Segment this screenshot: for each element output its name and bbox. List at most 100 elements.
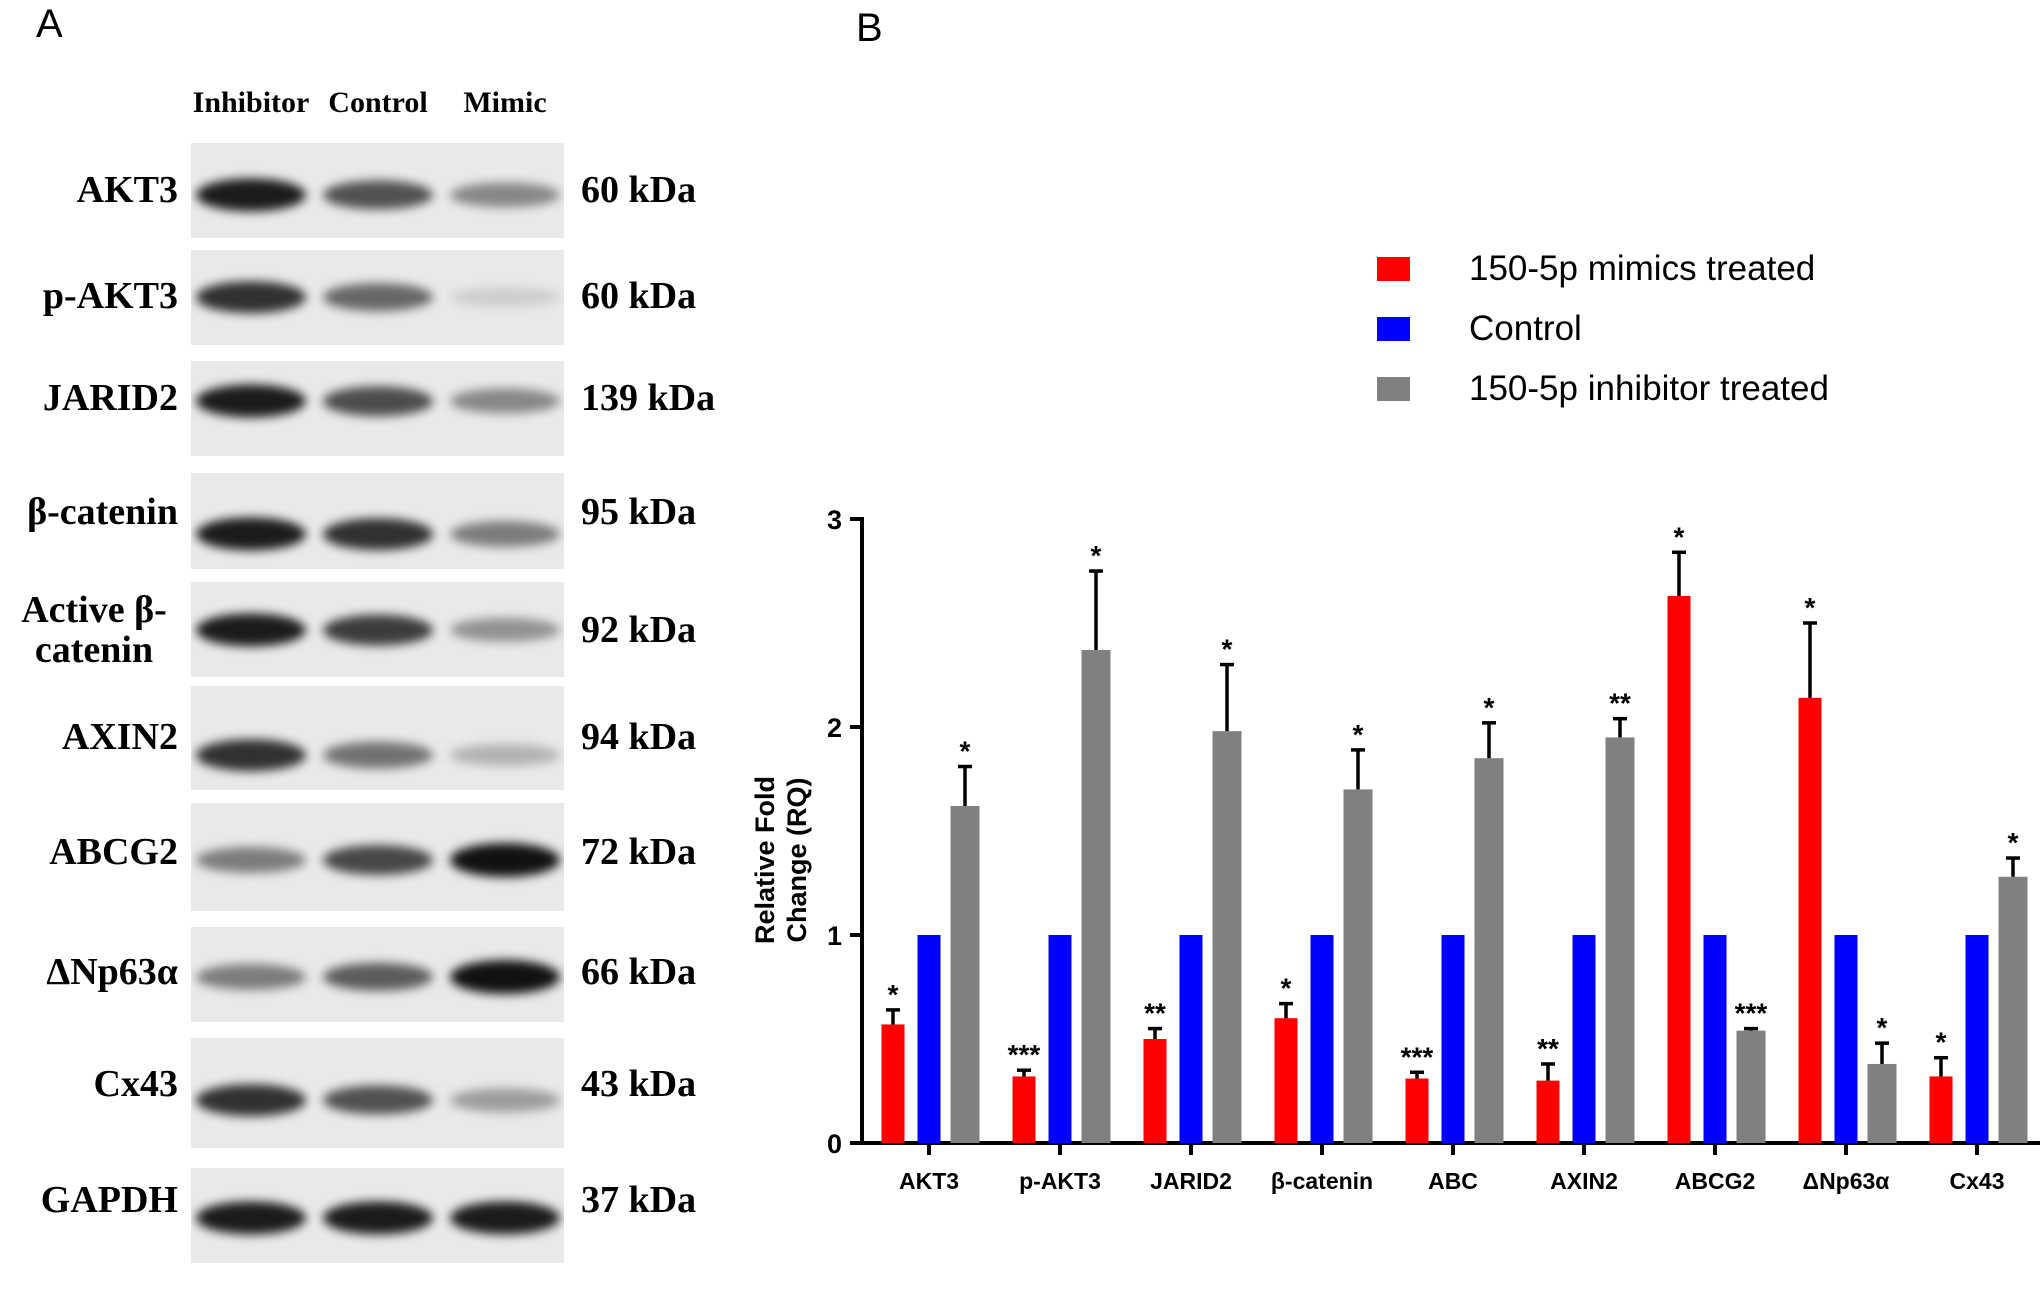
significance-marker: *** xyxy=(1401,1041,1434,1072)
bar xyxy=(1143,1039,1167,1143)
x-tick-label: β-catenin xyxy=(1271,1168,1373,1194)
legend-label: 150-5p mimics treated xyxy=(1469,249,1815,288)
bar xyxy=(1929,1076,1953,1143)
legend-swatch xyxy=(1377,257,1410,281)
molecular-weight-label: 72 kDa xyxy=(581,831,697,873)
protein-band xyxy=(196,384,306,418)
significance-marker: * xyxy=(1674,521,1685,552)
bar xyxy=(881,1024,905,1143)
protein-band xyxy=(323,283,433,311)
bar xyxy=(1212,731,1242,1143)
protein-band xyxy=(196,613,306,647)
protein-band xyxy=(323,180,433,210)
molecular-weight-label: 92 kDa xyxy=(581,609,697,651)
legend-label: Control xyxy=(1469,309,1582,348)
protein-label: Cx43 xyxy=(93,1063,178,1105)
protein-band xyxy=(196,739,306,771)
protein-band xyxy=(450,744,560,766)
y-tick-label: 3 xyxy=(827,505,842,535)
significance-marker: * xyxy=(1281,973,1292,1004)
protein-band xyxy=(196,178,306,212)
bar xyxy=(1667,595,1691,1143)
bar xyxy=(1998,876,2028,1143)
blot-strip xyxy=(191,582,564,677)
protein-band xyxy=(196,847,306,873)
molecular-weight-label: 37 kDa xyxy=(581,1179,697,1221)
x-tick-label: ABCG2 xyxy=(1675,1168,1756,1194)
significance-marker: ** xyxy=(1537,1033,1559,1064)
protein-band xyxy=(323,845,433,875)
protein-band xyxy=(450,843,560,877)
significance-marker: * xyxy=(960,736,971,767)
bar xyxy=(1572,935,1596,1143)
protein-band xyxy=(196,1201,306,1235)
molecular-weight-label: 66 kDa xyxy=(581,951,697,993)
bar xyxy=(1834,935,1858,1143)
significance-marker: * xyxy=(1091,540,1102,571)
blot-strip xyxy=(191,473,564,569)
legend-swatch xyxy=(1377,377,1410,401)
significance-marker: * xyxy=(1353,719,1364,750)
lane-header: Inhibitor xyxy=(192,86,310,119)
bar xyxy=(950,806,980,1143)
protein-band xyxy=(450,960,560,994)
bar xyxy=(1179,935,1203,1143)
y-tick-label: 0 xyxy=(827,1129,842,1159)
molecular-weight-label: 95 kDa xyxy=(581,491,697,533)
x-tick-label: p-AKT3 xyxy=(1019,1168,1101,1194)
x-tick-label: JARID2 xyxy=(1150,1168,1232,1194)
protein-label: β-catenin xyxy=(27,491,178,533)
molecular-weight-label: 94 kDa xyxy=(581,716,697,758)
molecular-weight-label: 60 kDa xyxy=(581,169,697,211)
x-tick-label: ΔNp63α xyxy=(1803,1168,1890,1194)
legend-swatch xyxy=(1377,317,1410,341)
bar xyxy=(1867,1063,1897,1143)
protein-label: AKT3 xyxy=(76,169,178,211)
protein-band xyxy=(450,182,560,208)
bar xyxy=(1536,1080,1560,1143)
significance-marker: * xyxy=(1222,634,1233,665)
x-tick-label: AXIN2 xyxy=(1550,1168,1618,1194)
protein-band xyxy=(196,517,306,551)
protein-label: p-AKT3 xyxy=(42,275,178,317)
panel-b-label: B xyxy=(856,6,883,50)
blot-strip xyxy=(191,1168,564,1263)
lane-header: Control xyxy=(328,86,428,119)
protein-band xyxy=(196,1084,306,1116)
bar xyxy=(1310,935,1334,1143)
significance-marker: * xyxy=(1877,1012,1888,1043)
bar xyxy=(1012,1076,1036,1143)
y-tick-label: 2 xyxy=(827,713,842,743)
protein-band xyxy=(323,518,433,550)
protein-label: GAPDH xyxy=(40,1179,178,1221)
blot-strip xyxy=(191,1038,564,1148)
protein-band xyxy=(323,386,433,416)
panel-a-label: A xyxy=(36,2,63,46)
protein-band xyxy=(196,281,306,313)
bar xyxy=(917,935,941,1143)
protein-label: ΔNp63α xyxy=(46,951,178,993)
bar xyxy=(1736,1030,1766,1143)
significance-marker: ** xyxy=(1144,998,1166,1029)
x-tick-label: AKT3 xyxy=(899,1168,959,1194)
bar xyxy=(1965,935,1989,1143)
protein-band xyxy=(450,1088,560,1112)
significance-marker: * xyxy=(1936,1027,1947,1058)
bar xyxy=(1048,935,1072,1143)
protein-label: ABCG2 xyxy=(49,831,178,873)
protein-band xyxy=(323,614,433,646)
significance-marker: *** xyxy=(1735,998,1768,1029)
x-tick-label: ABC xyxy=(1428,1168,1478,1194)
protein-band xyxy=(323,962,433,992)
protein-label: Active β-catenin xyxy=(21,589,167,671)
bar xyxy=(1798,697,1822,1143)
protein-band xyxy=(450,617,560,643)
bar xyxy=(1343,789,1373,1143)
molecular-weight-label: 43 kDa xyxy=(581,1063,697,1105)
y-axis-label: Relative FoldChange (RQ) xyxy=(750,776,812,944)
x-tick-label: Cx43 xyxy=(1950,1168,2005,1194)
protein-band xyxy=(450,521,560,547)
legend-label: 150-5p inhibitor treated xyxy=(1469,369,1829,408)
bar xyxy=(1605,737,1635,1143)
